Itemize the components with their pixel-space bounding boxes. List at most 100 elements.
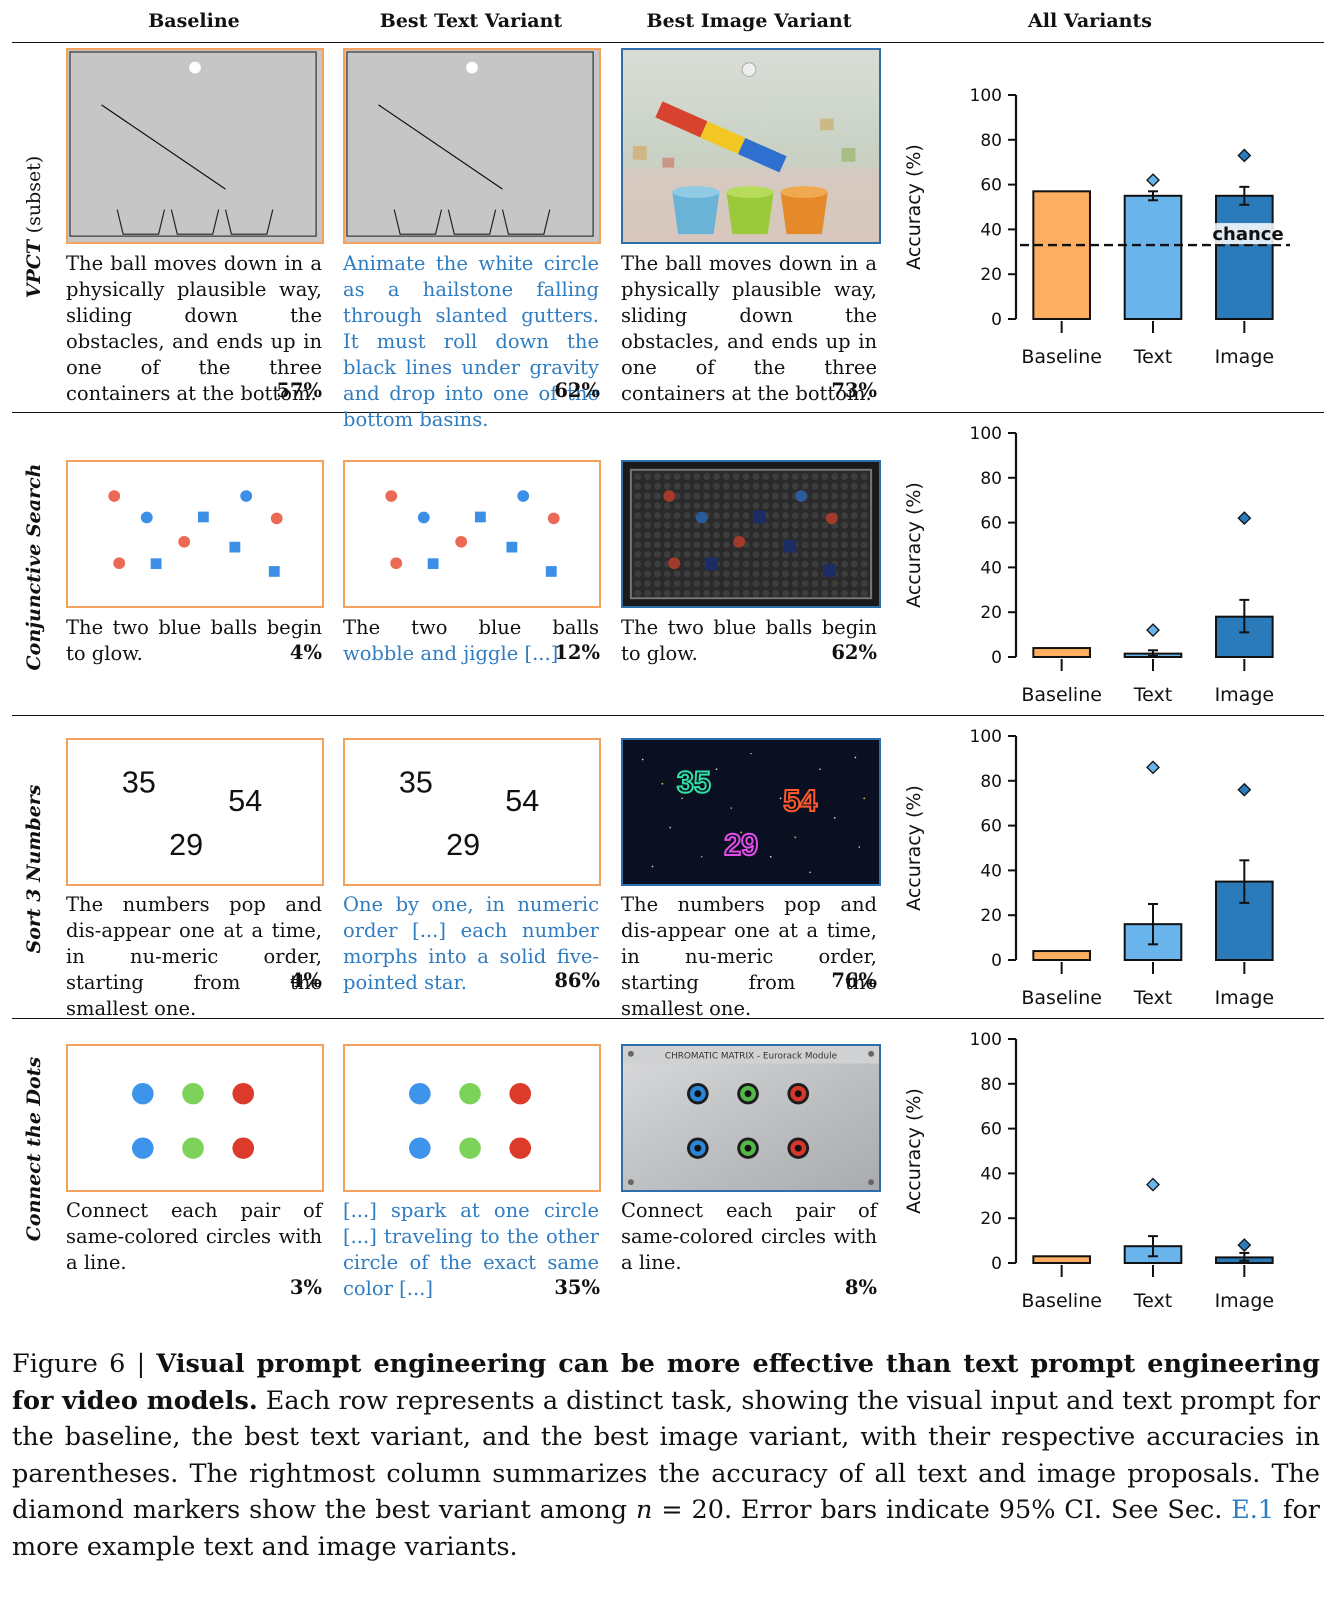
y-tick-label: 0: [991, 648, 1002, 668]
chart-connect-the-dots: 0 20 40 60 80 100 Accuracy (%) Baseline Text Imag…: [903, 1030, 1274, 1312]
divider-row1: [12, 412, 1324, 413]
best-variant-marker: [1237, 511, 1252, 526]
sort-image-number-35: 35: [677, 767, 711, 800]
row-label-sort-3-numbers: Sort 3 Numbers: [23, 784, 45, 954]
x-tick-label: Image: [1215, 987, 1275, 1009]
bar-image: [1215, 194, 1274, 320]
y-tick-label: 40: [980, 558, 1002, 578]
sort-text-caption: One by one, in numeric order [...] each …: [343, 893, 599, 994]
x-tick-label: Image: [1215, 346, 1275, 368]
conjunctive-baseline-accuracy: 4%: [289, 641, 322, 664]
divider-row2: [12, 715, 1324, 716]
y-axis-label: Accuracy (%): [903, 1088, 925, 1214]
row-label-vpct: VPCT (subset): [23, 155, 45, 299]
sort-baseline-image: 35 54 29: [66, 738, 324, 886]
y-tick-label: 100: [970, 86, 1002, 106]
figure-caption: Figure 6 | Visual prompt engineering can…: [12, 1346, 1320, 1565]
row-label-connect-the-dots: Connect the Dots: [23, 1056, 45, 1242]
y-tick-label: 40: [980, 861, 1002, 881]
sort-image-number-29: 29: [724, 829, 758, 862]
dots-text-accuracy: 35%: [554, 1276, 600, 1299]
conjunctive-baseline-caption: The two blue balls begin to glow.: [66, 616, 322, 665]
conjunctive-text-caption-blue: wobble and jiggle [...]: [343, 642, 559, 665]
vpct-baseline-image: [66, 48, 324, 244]
sort-image-number-54: 54: [783, 785, 817, 818]
y-tick-label: 40: [980, 1164, 1002, 1184]
x-tick-label: Text: [1133, 346, 1172, 368]
caption-n-symbol: n: [635, 1495, 653, 1525]
y-tick-label: 60: [980, 817, 1002, 837]
caption-body3: for more example text and image variants…: [12, 1495, 1320, 1562]
dots-text-caption: [...] spark at one circle [...] travelin…: [343, 1199, 599, 1300]
best-variant-marker: [1237, 1238, 1252, 1252]
caption-bold: Visual prompt engineering can be more ef…: [12, 1349, 1320, 1416]
divider-top: [12, 42, 1324, 43]
chart-sort-3-numbers: 0 20 40 60 80 100 Accuracy (%) Baseline Text Imag…: [903, 727, 1275, 1009]
bar-text: [1123, 194, 1183, 320]
y-tick-label: 60: [980, 514, 1002, 534]
conjunctive-text-caption: The two blue balls wobble and jiggle [..…: [343, 615, 599, 667]
chart-conjunctive-search: 0 20 40 60 80 100 Accuracy (%) Baseline Text Imag…: [903, 424, 1275, 706]
y-tick-label: 100: [970, 1030, 1002, 1050]
best-variant-marker: [1146, 173, 1160, 188]
row-label-conjunctive-search: Conjunctive Search: [23, 463, 45, 671]
header-best-image: Best Image Variant: [646, 10, 852, 32]
dots-text-variant-image: [343, 1044, 601, 1192]
dots-baseline-image: [66, 1044, 324, 1192]
header-baseline: Baseline: [148, 10, 240, 32]
dots-image-accuracy: 8%: [844, 1276, 877, 1299]
y-tick-label: 80: [980, 772, 1002, 792]
sort-baseline-caption: The numbers pop and dis-appear one at a …: [66, 893, 322, 1020]
sort-baseline-number-29: 29: [169, 829, 203, 862]
x-tick-label: Text: [1133, 684, 1172, 706]
y-tick-label: 0: [991, 310, 1002, 330]
vpct-image-caption: The ball moves down in a physically plau…: [621, 252, 877, 405]
caption-section-link[interactable]: E.1: [1231, 1495, 1275, 1525]
vpct-image-variant-photo: [621, 48, 881, 244]
y-tick-label: 80: [980, 1075, 1002, 1095]
y-tick-label: 0: [991, 951, 1002, 971]
caption-prefix: Figure 6 |: [12, 1349, 157, 1379]
y-tick-label: 100: [970, 424, 1002, 444]
sort-text-number-29: 29: [446, 829, 480, 862]
best-variant-marker: [1146, 760, 1160, 775]
x-tick-label: Baseline: [1021, 1290, 1102, 1312]
bar-baseline: [1032, 647, 1091, 658]
sort-baseline-number-54: 54: [228, 785, 262, 818]
bar-baseline: [1032, 950, 1091, 961]
conjunctive-text-variant-image: [343, 460, 601, 608]
y-tick-label: 20: [980, 906, 1002, 926]
x-tick-label: Baseline: [1021, 346, 1102, 368]
dots-baseline-accuracy: 3%: [289, 1276, 322, 1299]
y-axis-label: Accuracy (%): [903, 785, 925, 911]
bar-baseline: [1032, 1255, 1091, 1264]
y-tick-label: 80: [980, 469, 1002, 489]
conjunctive-image-caption: The two blue balls begin to glow.: [621, 616, 877, 665]
chance-label-bg: [1210, 223, 1286, 245]
x-tick-label: Text: [1133, 987, 1172, 1009]
sort-baseline-accuracy: 4%: [289, 969, 322, 992]
x-tick-label: Text: [1133, 1290, 1172, 1312]
x-tick-label: Image: [1215, 684, 1275, 706]
y-tick-label: 20: [980, 1209, 1002, 1229]
y-axis-label: Accuracy (%): [903, 482, 925, 608]
y-axis-label: Accuracy (%): [903, 144, 925, 270]
best-variant-marker: [1146, 1177, 1160, 1192]
caption-body1: Each row represents a distinct task, sho…: [12, 1385, 1320, 1526]
dots-image-variant-photo: CHROMATIC MATRIX - Eurorack Module: [621, 1044, 881, 1192]
chance-label: chance: [1212, 224, 1283, 245]
sort-text-accuracy: 86%: [554, 969, 600, 992]
vpct-image-accuracy: 73%: [831, 379, 877, 402]
header-best-text: Best Text Variant: [379, 10, 563, 32]
y-tick-label: 60: [980, 176, 1002, 196]
y-tick-label: 20: [980, 603, 1002, 623]
divider-row3: [12, 1018, 1324, 1019]
conjunctive-image-accuracy: 62%: [831, 641, 877, 664]
conjunctive-image-variant-photo: [621, 460, 881, 608]
best-variant-marker: [1237, 782, 1252, 797]
sort-image-caption: The numbers pop and dis-appear one at a …: [621, 893, 877, 1020]
sort-baseline-number-35: 35: [122, 767, 156, 800]
header-all-variants: All Variants: [1028, 10, 1152, 32]
y-tick-label: 40: [980, 220, 1002, 240]
vpct-text-variant-image: [343, 48, 601, 244]
